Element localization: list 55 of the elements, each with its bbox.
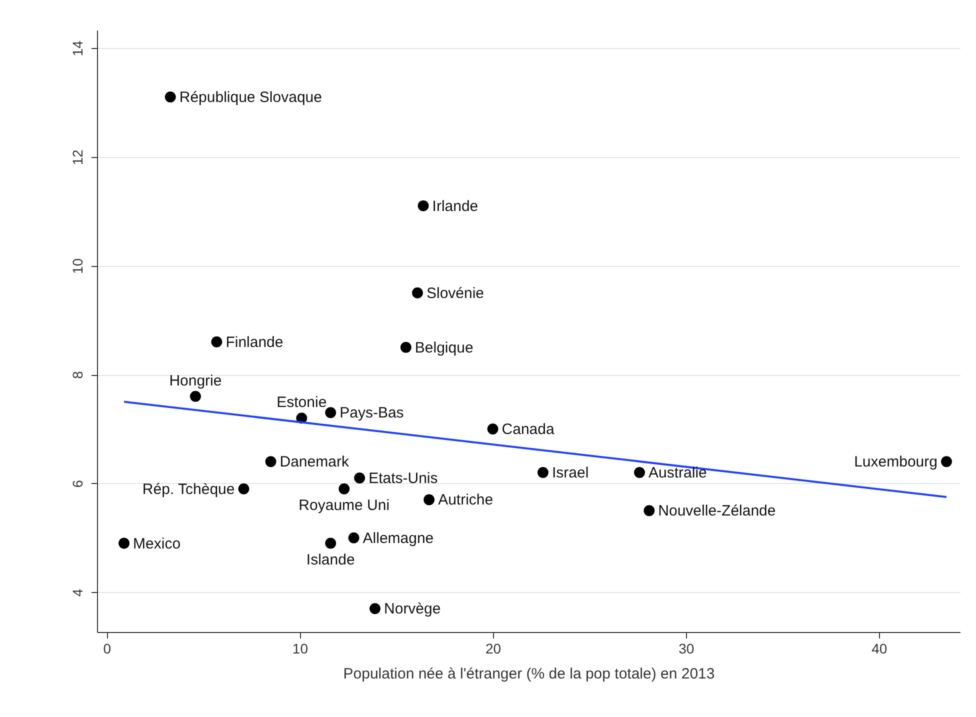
y-tick-label: 10 — [70, 258, 86, 274]
y-tick-label: 4 — [70, 588, 86, 597]
point — [644, 505, 655, 516]
annotation: Autriche — [438, 492, 494, 509]
y-tick-label: 8 — [70, 370, 86, 379]
point — [941, 456, 952, 468]
annotation: Australie — [648, 464, 707, 482]
x-tick-label: 40 — [872, 640, 888, 656]
point — [325, 538, 336, 549]
point — [348, 532, 360, 544]
y-tick-label: 14 — [70, 40, 86, 56]
point — [164, 91, 176, 102]
point — [118, 538, 130, 549]
point — [370, 603, 380, 614]
point — [424, 494, 435, 506]
annotation: Royaume Uni — [298, 496, 390, 514]
point — [211, 336, 222, 348]
x-tick-label: 20 — [485, 640, 502, 656]
annotation: Mexico — [133, 535, 181, 552]
annotation: Estonie — [276, 394, 327, 412]
point — [325, 407, 336, 418]
x-axis-title: Population née à l'étranger (% de la pop totale) en 2013 — [343, 666, 715, 682]
point — [338, 483, 350, 494]
point — [190, 390, 201, 402]
annotation: Israel — [552, 464, 589, 482]
point — [634, 467, 645, 478]
annotation: Nouvelle-Zélande — [658, 502, 776, 520]
annotation: Irlande — [432, 198, 478, 215]
point — [265, 456, 276, 468]
annotation: Belgique — [414, 339, 474, 356]
point — [487, 424, 498, 434]
annotation: Islande — [306, 551, 355, 568]
annotation: Hongrie — [169, 372, 222, 390]
point — [400, 342, 412, 353]
point — [354, 472, 366, 484]
x-tick-label: 10 — [292, 640, 308, 656]
annotation: Norvège — [384, 600, 441, 618]
annotation: Pays-Bas — [340, 404, 404, 422]
annotation: Allemagne — [362, 530, 434, 547]
point — [238, 483, 250, 494]
point — [412, 287, 423, 298]
annotation: Luxembourg — [854, 454, 938, 471]
point — [418, 200, 429, 212]
y-tick-label: 12 — [70, 149, 86, 166]
annotation: Danemark — [280, 454, 350, 471]
annotation: République Slovaque — [179, 88, 322, 106]
point — [538, 467, 548, 478]
annotation: Canada — [502, 420, 555, 438]
x-tick-label: 30 — [678, 640, 694, 656]
annotation: Rép. Tchèque — [142, 480, 235, 498]
x-tick-label: 0 — [103, 640, 112, 656]
annotation: Etats-Unis — [368, 470, 438, 487]
y-tick-label: 6 — [70, 480, 86, 488]
annotation: Slovénie — [426, 284, 484, 302]
annotation: Finlande — [226, 334, 284, 351]
